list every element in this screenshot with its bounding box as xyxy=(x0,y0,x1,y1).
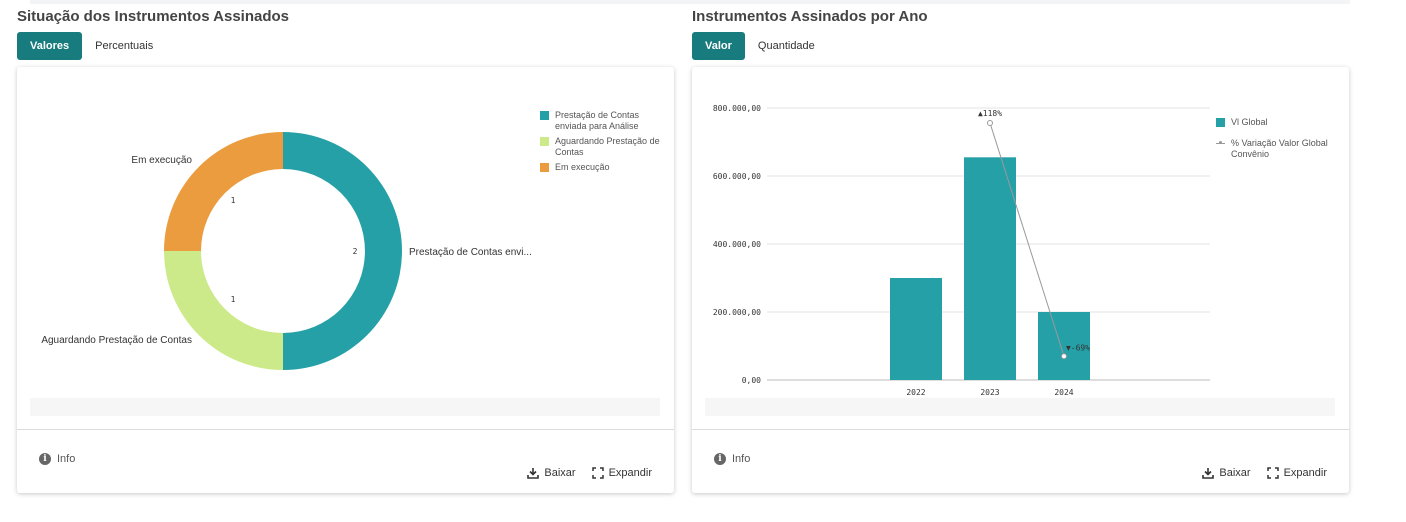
right-tabs: Valor Quantidade xyxy=(692,32,828,60)
card-footer-divider xyxy=(17,429,674,430)
tab-percentuais[interactable]: Percentuais xyxy=(95,40,154,52)
legend-item[interactable]: Aguardando Prestação de Contas xyxy=(540,136,665,158)
info-icon: i xyxy=(39,453,51,465)
legend-label: Vl Global xyxy=(1231,117,1268,127)
legend-swatch xyxy=(1216,139,1225,148)
chart-scroll-strip xyxy=(30,398,660,416)
legend-swatch xyxy=(540,163,549,172)
bar[interactable] xyxy=(964,157,1016,380)
variation-point[interactable] xyxy=(987,119,993,126)
y-tick-label: 200.000,00 xyxy=(713,308,761,317)
x-tick-label: 2024 xyxy=(1054,388,1073,397)
legend-swatch xyxy=(540,111,549,120)
donut-slice[interactable] xyxy=(164,132,283,251)
legend-item[interactable]: Em execução xyxy=(540,162,665,173)
bar-chart: 0,00 200.000,00 400.000,00 600.000,00 800.00… xyxy=(713,104,1210,397)
legend-item[interactable]: Vl Global xyxy=(1216,117,1341,128)
info-label: Info xyxy=(57,453,76,465)
card-footer-divider xyxy=(692,429,1349,430)
slice-value-label: 1 xyxy=(231,295,236,304)
y-tick-label: 800.000,00 xyxy=(713,104,761,113)
top-divider xyxy=(30,0,1350,4)
expand-label: Expandir xyxy=(1283,467,1327,479)
legend-swatch xyxy=(1216,118,1225,127)
info-label: Info xyxy=(732,453,751,465)
slice-category-label: Aguardando Prestação de Contas xyxy=(41,335,192,346)
expand-label: Expandir xyxy=(608,467,652,479)
x-tick-label: 2023 xyxy=(980,388,999,397)
legend-label: Aguardando Prestação de Contas xyxy=(555,136,660,157)
donut-slice[interactable] xyxy=(164,251,283,370)
right-section-title: Instrumentos Assinados por Ano xyxy=(692,8,928,25)
chart-scroll-strip xyxy=(705,398,1335,416)
x-tick-label: 2022 xyxy=(906,388,925,397)
y-tick-label: 400.000,00 xyxy=(713,240,761,249)
variation-label: ▼-69% xyxy=(1066,343,1090,352)
variation-label: ▲118% xyxy=(978,109,1002,118)
download-label: Baixar xyxy=(544,467,576,479)
download-label: Baixar xyxy=(1219,467,1251,479)
download-button[interactable]: Baixar xyxy=(527,467,576,479)
bar[interactable] xyxy=(1038,312,1090,380)
tab-quantidade[interactable]: Quantidade xyxy=(757,40,815,52)
legend-swatch xyxy=(540,137,549,146)
legend-item[interactable]: Prestação de Contas enviada para Análise xyxy=(540,110,665,132)
donut-chart-card: 2 Prestação de Contas envi... 1 Aguardando … xyxy=(17,67,674,493)
download-button[interactable]: Baixar xyxy=(1202,467,1251,479)
tab-valores[interactable]: Valores xyxy=(17,32,83,60)
legend-label: % Variação Valor Global Convênio xyxy=(1231,138,1328,159)
card-actions: Baixar Expandir xyxy=(1186,467,1327,479)
expand-button[interactable]: Expandir xyxy=(1266,467,1327,479)
legend-label: Prestação de Contas enviada para Análise xyxy=(555,110,640,131)
info-button[interactable]: i Info xyxy=(714,453,750,465)
left-tabs: Valores Percentuais xyxy=(17,32,166,60)
left-section-title: Situação dos Instrumentos Assinados xyxy=(17,8,289,25)
card-actions: Baixar Expandir xyxy=(511,467,652,479)
expand-button[interactable]: Expandir xyxy=(591,467,652,479)
legend-item[interactable]: % Variação Valor Global Convênio xyxy=(1216,138,1341,160)
slice-category-label: Prestação de Contas envi... xyxy=(409,247,532,258)
info-button[interactable]: i Info xyxy=(39,453,75,465)
download-icon xyxy=(527,468,540,479)
donut-slice[interactable] xyxy=(283,132,402,370)
y-tick-label: 0,00 xyxy=(742,376,761,385)
info-icon: i xyxy=(714,453,726,465)
variation-line xyxy=(989,122,1065,357)
download-icon xyxy=(1202,468,1215,479)
y-tick-label: 600.000,00 xyxy=(713,172,761,181)
slice-value-label: 2 xyxy=(353,247,358,256)
bar-legend: Vl Global % Variação Valor Global Convêni… xyxy=(1216,117,1341,170)
expand-icon xyxy=(591,467,604,479)
expand-icon xyxy=(1266,467,1279,479)
slice-value-label: 1 xyxy=(231,196,236,205)
bar[interactable] xyxy=(890,278,942,380)
donut-legend: Prestação de Contas enviada para Análise… xyxy=(540,110,665,177)
donut-chart: 2 Prestação de Contas envi... 1 Aguardando … xyxy=(41,132,532,370)
tab-valor[interactable]: Valor xyxy=(692,32,745,60)
variation-point[interactable] xyxy=(1061,353,1067,360)
slice-category-label: Em execução xyxy=(131,155,192,166)
legend-label: Em execução xyxy=(555,162,610,172)
bar-chart-card: 0,00 200.000,00 400.000,00 600.000,00 800.00… xyxy=(692,67,1349,493)
